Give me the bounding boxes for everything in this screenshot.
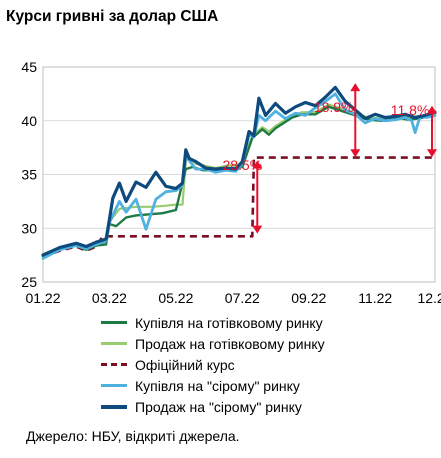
y-tick-label: 30 — [21, 220, 37, 236]
x-tick-label: 12.22 — [417, 290, 441, 306]
legend-label-cash-sell: Продаж на готівковому ринку — [135, 335, 325, 352]
legend-item-cash-sell: Продаж на готівковому ринку — [101, 333, 325, 354]
y-tick-label: 25 — [21, 274, 37, 290]
chart-plot: 25 30 35 40 45 01.22 03.22 05.22 07.22 09.22 11.2… — [21, 59, 441, 306]
legend-item-grey-sell: Продаж на "сірому" ринку — [101, 396, 325, 417]
x-tick-label: 07.22 — [225, 290, 260, 306]
x-tick-label: 01.22 — [25, 290, 60, 306]
y-tick-label: 45 — [21, 59, 37, 75]
annotation-label: 11.8% — [391, 102, 430, 118]
x-tick-label: 09.22 — [291, 290, 326, 306]
annotations: 28.5% 18.9% 11.8% — [222, 99, 429, 173]
legend-swatch-cash-sell — [101, 342, 127, 345]
legend-label-cash-buy: Купівля на готівковому ринку — [135, 314, 323, 331]
y-axis-tick-labels: 25 30 35 40 45 — [21, 59, 37, 290]
legend-item-official: Офіційний курс — [101, 354, 325, 375]
legend: Купівля на готівковому ринку Продаж на г… — [101, 312, 325, 417]
x-tick-label: 03.22 — [92, 290, 127, 306]
spread-arrow — [350, 83, 361, 158]
legend-label-grey-sell: Продаж на "сірому" ринку — [135, 398, 302, 415]
legend-item-grey-buy: Купівля на "сірому" ринку — [101, 375, 325, 396]
spread-arrow — [252, 160, 263, 234]
chart-title: Курси гривні за долар США — [6, 8, 219, 25]
legend-swatch-cash-buy — [101, 321, 127, 324]
legend-label-grey-buy: Купівля на "сірому" ринку — [135, 377, 300, 394]
y-tick-label: 40 — [21, 113, 37, 129]
spread-arrow — [427, 105, 437, 158]
spread-arrows — [252, 83, 437, 234]
legend-swatch-grey-buy — [101, 384, 127, 387]
x-axis-tick-labels: 01.22 03.22 05.22 07.22 09.22 11.22 12.22 — [25, 290, 441, 306]
series-lines — [41, 85, 437, 260]
legend-swatch-official — [101, 363, 127, 366]
source-note: Джерело: НБУ, відкриті джерела. — [26, 428, 240, 444]
series-line-grey-sell — [41, 85, 437, 257]
annotation-label: 18.9% — [314, 99, 354, 115]
x-tick-label: 05.22 — [158, 290, 193, 306]
legend-item-cash-buy: Купівля на готівковому ринку — [101, 312, 325, 333]
legend-swatch-grey-sell — [101, 404, 127, 409]
x-tick-label: 11.22 — [358, 290, 392, 306]
annotation-label: 28.5% — [222, 157, 262, 173]
legend-label-official: Офіційний курс — [135, 356, 235, 373]
y-tick-label: 35 — [21, 167, 37, 183]
